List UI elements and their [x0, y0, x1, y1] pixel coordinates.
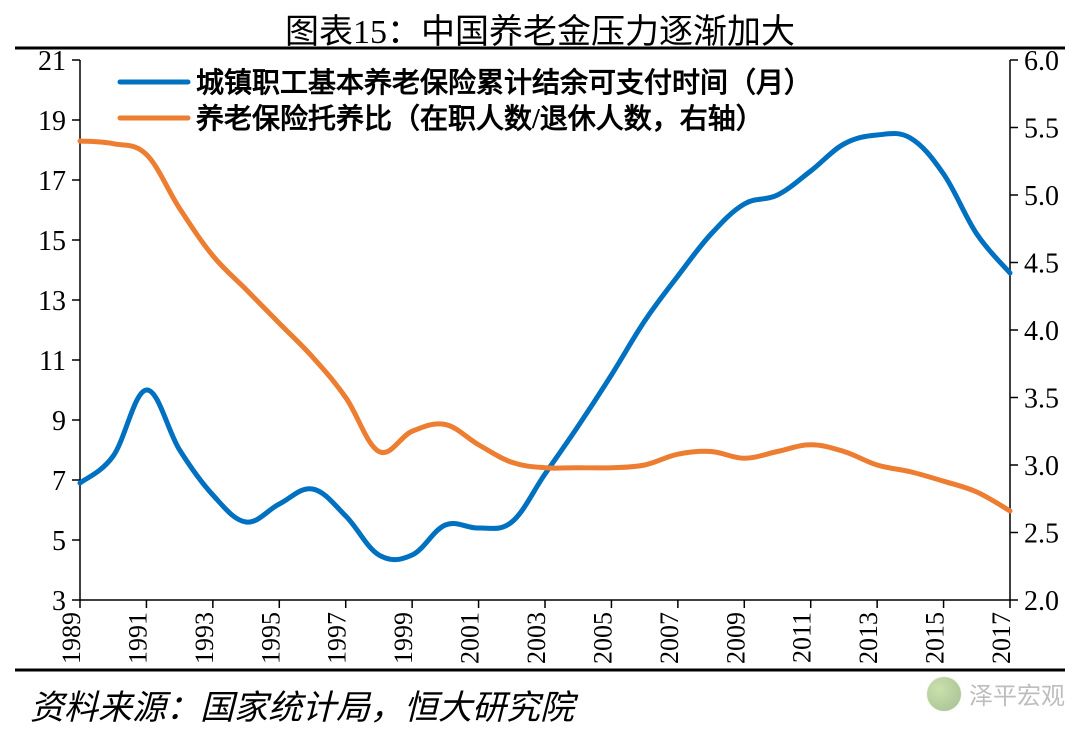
svg-text:19: 19: [38, 106, 66, 137]
svg-text:1993: 1993: [190, 612, 219, 664]
svg-text:5.5: 5.5: [1024, 114, 1059, 145]
svg-text:2011: 2011: [788, 612, 817, 663]
legend-label-months: 城镇职工基本养老保险累计结余可支付时间（月）: [196, 66, 812, 99]
svg-text:13: 13: [38, 286, 66, 317]
svg-text:11: 11: [39, 346, 66, 377]
svg-text:2007: 2007: [655, 612, 684, 664]
svg-text:5.0: 5.0: [1024, 181, 1059, 212]
svg-text:3.0: 3.0: [1024, 451, 1059, 482]
svg-text:2015: 2015: [921, 612, 950, 664]
svg-text:15: 15: [38, 226, 66, 257]
svg-text:2013: 2013: [854, 612, 883, 664]
svg-text:2009: 2009: [721, 612, 750, 664]
svg-text:2.0: 2.0: [1024, 586, 1059, 617]
svg-text:1995: 1995: [256, 612, 285, 664]
svg-text:5: 5: [52, 526, 66, 557]
svg-text:1991: 1991: [123, 612, 152, 664]
svg-text:17: 17: [38, 166, 66, 197]
svg-text:2001: 2001: [456, 612, 485, 664]
svg-text:7: 7: [52, 466, 66, 497]
svg-text:6.0: 6.0: [1024, 46, 1059, 77]
svg-text:1999: 1999: [389, 612, 418, 664]
svg-text:21: 21: [38, 46, 66, 77]
svg-text:3.5: 3.5: [1024, 384, 1059, 415]
svg-text:2017: 2017: [987, 612, 1016, 664]
legend-label-ratio: 养老保险托养比（在职人数/退休人数，右轴）: [196, 102, 764, 135]
svg-text:1997: 1997: [323, 612, 352, 664]
svg-text:1989: 1989: [57, 612, 86, 664]
series-line-ratio: [80, 141, 1010, 511]
svg-text:4.0: 4.0: [1024, 316, 1059, 347]
svg-text:2003: 2003: [522, 612, 551, 664]
svg-text:9: 9: [52, 406, 66, 437]
chart-canvas: 35791113151719212.02.53.03.54.04.55.05.5…: [0, 0, 1080, 735]
svg-text:4.5: 4.5: [1024, 249, 1059, 280]
svg-text:2.5: 2.5: [1024, 519, 1059, 550]
series-line-months: [80, 133, 1010, 559]
svg-text:2005: 2005: [588, 612, 617, 664]
